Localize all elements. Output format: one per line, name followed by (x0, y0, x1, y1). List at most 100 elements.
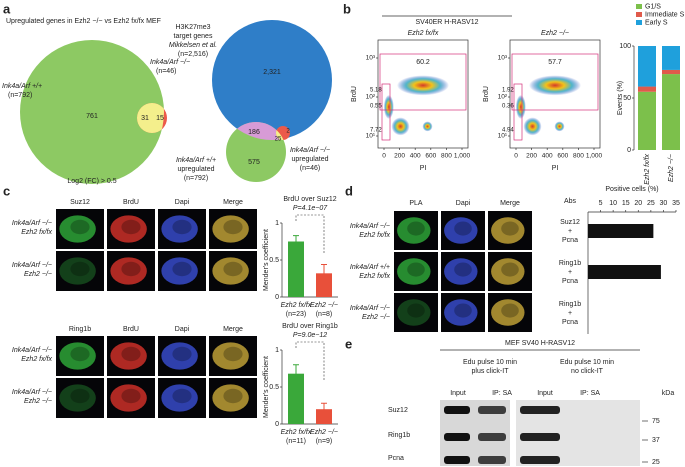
nucleus (110, 215, 147, 243)
cell-cloud (383, 94, 394, 119)
venn-count: 31 (141, 115, 149, 122)
nucleus-texture (501, 221, 519, 236)
nucleus (59, 384, 96, 412)
x-tick-label: 200 (526, 153, 537, 160)
nucleus (161, 257, 198, 285)
unit-label: kDa (662, 390, 675, 397)
bar-segment (638, 46, 656, 87)
column-header: Merge (500, 200, 520, 207)
micrograph (56, 251, 104, 291)
row-label: Ezh2 fx/fx (359, 232, 390, 239)
set-label: upregulated (178, 166, 215, 173)
band (444, 433, 470, 441)
nucleus (491, 217, 525, 244)
x-tick-label: 1,000 (586, 153, 603, 160)
plot-frame (377, 39, 469, 149)
set-label: (n=46) (156, 68, 176, 75)
set-label: upregulated (292, 156, 329, 163)
protein-label: Suz12 (388, 407, 408, 414)
nucleus-texture (172, 346, 192, 362)
nucleus (491, 299, 525, 326)
gate-value: 5.18 (370, 88, 382, 94)
nucleus-texture (407, 221, 425, 236)
venn-circle (212, 20, 332, 140)
gate (513, 83, 523, 141)
x-tick-label: Ezh2 −/− (310, 302, 338, 309)
nucleus (212, 215, 249, 243)
bar-segment (638, 91, 656, 150)
row-label: Ezh2 fx/fx (21, 356, 52, 363)
nucleus-texture (121, 346, 141, 362)
bar-segment (638, 86, 656, 92)
band (478, 456, 506, 464)
nucleus (161, 215, 198, 243)
nucleus-texture (407, 262, 425, 277)
gate (511, 53, 599, 111)
x-tick-label: 400 (542, 153, 553, 160)
panel-letter: e (345, 336, 352, 351)
bar-segment (662, 74, 680, 150)
row-label: Suz12 (560, 219, 580, 226)
nucleus-texture (70, 261, 90, 277)
nucleus (212, 342, 249, 370)
gate (381, 83, 391, 141)
row-label: Ezh2 fx/fx (21, 229, 52, 236)
legend-swatch (636, 20, 642, 25)
panel-title: Upregulated genes in Ezh2 −/− vs Ezh2 fx… (6, 18, 161, 25)
nucleus-texture (223, 219, 243, 235)
band (478, 406, 506, 414)
x-tick-label: 10 (609, 200, 617, 207)
x-tick-label: 800 (573, 153, 584, 160)
bar (288, 373, 304, 424)
lane-label: IP: SA (580, 390, 600, 397)
row-label: Pcna (562, 278, 578, 285)
panel-letter: a (3, 1, 11, 16)
venn-overlap (137, 103, 164, 133)
nucleus-texture (172, 261, 192, 277)
x-tick-label: Ezh2 −/− (668, 154, 675, 182)
nucleus-texture (454, 262, 472, 277)
set-label: (n=46) (300, 165, 320, 172)
lane-label: Input (537, 390, 553, 397)
panel-letter: c (3, 183, 10, 198)
venn-count: 25 (275, 137, 282, 143)
nucleus (397, 217, 431, 244)
venn-count: 2,321 (263, 69, 281, 76)
x-tick-label: Ezh2 fx/fx (281, 429, 312, 436)
band (520, 456, 560, 464)
y-tick-label: 0 (627, 147, 631, 154)
y-tick-label: 10³ (366, 55, 376, 62)
bar (316, 409, 332, 424)
cell-cloud (523, 117, 542, 136)
marker-label: 25 (652, 459, 660, 466)
row-label: Ink4a/Arf −/− (350, 223, 390, 230)
marker-label: 37 (652, 437, 660, 444)
set-label: Ink4a/Arf +/+ (176, 157, 216, 164)
nucleus-texture (121, 261, 141, 277)
nucleus (161, 384, 198, 412)
legend-label: G1/S (645, 3, 661, 10)
panel-letter: b (343, 1, 351, 16)
axis-label: Positive cells (%) (605, 186, 658, 193)
micrograph (56, 378, 104, 418)
gate-value: 1.92 (502, 88, 514, 94)
row-label: Pcna (562, 319, 578, 326)
row-label: + (568, 310, 572, 317)
legend-swatch (636, 4, 642, 9)
error-bar (293, 235, 299, 248)
column-header: PLA (409, 200, 423, 207)
legend-swatch (636, 12, 642, 17)
significance-bracket (295, 341, 325, 380)
legend-label: Immediate S (645, 11, 685, 18)
venn-count: 575 (248, 159, 260, 166)
marker-label: 75 (652, 418, 660, 425)
nucleus-texture (121, 388, 141, 404)
band (444, 456, 470, 464)
lane-label: IP: SA (492, 390, 512, 397)
axis-label: Mender's coefficient (263, 229, 270, 291)
cell-cloud (422, 121, 433, 132)
venn-count: 761 (86, 113, 98, 120)
x-tick-label: Ezh2 −/− (310, 429, 338, 436)
nucleus (397, 299, 431, 326)
